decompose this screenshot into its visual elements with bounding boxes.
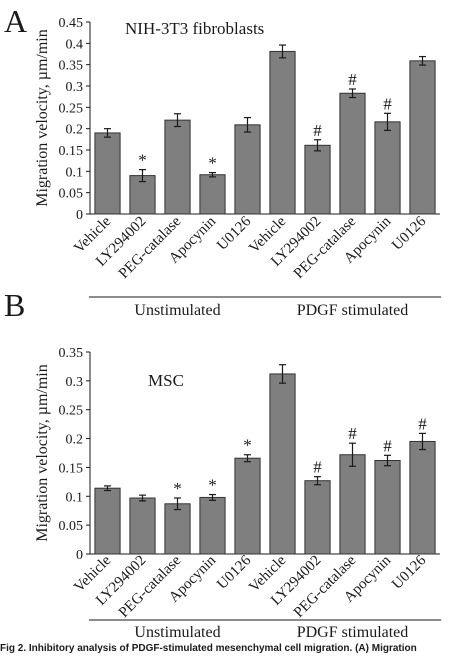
bar — [374, 460, 401, 555]
y-tick-label: 0.35 — [59, 59, 84, 74]
bar — [409, 440, 436, 555]
bar — [374, 121, 401, 215]
panel-b: B MSC Migration velocity, µm/min 0 0.05 0.1 0.… — [4, 287, 442, 641]
significance-hash: # — [418, 414, 427, 433]
panel-a: A NIH-3T3 fibroblasts Migration velocity, … — [4, 3, 442, 319]
group-label: Unstimulated — [134, 624, 220, 641]
y-tick-label: 0.1 — [66, 490, 84, 505]
group-label: PDGF stimulated — [297, 624, 409, 641]
y-tick-label: 0.25 — [59, 404, 84, 419]
bar — [164, 119, 191, 215]
y-tick-label: 0.05 — [59, 187, 84, 202]
bar — [164, 503, 191, 555]
bar — [94, 487, 121, 555]
significance-hash: # — [348, 70, 357, 89]
y-axis-label: Migration velocity, µm/min — [34, 29, 51, 207]
y-tick-label: 0.3 — [66, 375, 84, 390]
y-tick-label: 0 — [76, 548, 83, 563]
bar — [304, 480, 331, 555]
bar — [409, 60, 436, 215]
bar — [94, 132, 121, 215]
bar — [234, 457, 261, 555]
bar — [199, 496, 226, 555]
significance-hash: # — [383, 436, 392, 455]
bar — [129, 497, 156, 555]
chart-title: MSC — [148, 371, 184, 390]
significance-asterisk: * — [243, 436, 252, 455]
x-tick-label: U0126 — [389, 213, 430, 254]
bar — [269, 373, 296, 555]
y-tick-label: 0.2 — [66, 123, 84, 138]
significance-asterisk: * — [208, 154, 217, 173]
y-tick-label: 0.1 — [66, 165, 84, 180]
bar — [199, 174, 226, 215]
y-axis-label: Migration velocity, µm/min — [34, 364, 51, 542]
significance-hash: # — [383, 94, 392, 113]
bar — [269, 50, 296, 215]
y-tick-label: 0.25 — [59, 101, 84, 116]
y-tick-label: 0 — [76, 208, 83, 223]
y-tick-label: 0.45 — [59, 16, 84, 31]
y-tick-label: 0.4 — [66, 37, 84, 52]
chart-title: NIH-3T3 fibroblasts — [125, 19, 264, 38]
significance-asterisk: * — [208, 476, 217, 495]
panel-label: A — [4, 3, 27, 39]
y-tick-label: 0.15 — [59, 461, 84, 476]
y-tick-label: 0.2 — [66, 433, 84, 448]
x-tick-label: U0126 — [389, 552, 430, 593]
bar — [234, 124, 261, 215]
group-label: PDGF stimulated — [297, 302, 409, 319]
figure-caption: Fig 2. Inhibitory analysis of PDGF-stimu… — [0, 643, 417, 654]
bar — [339, 92, 366, 215]
significance-hash: # — [313, 121, 322, 140]
y-tick-label: 0.3 — [66, 80, 84, 95]
significance-asterisk: * — [138, 151, 147, 170]
y-tick-label: 0.05 — [59, 519, 84, 534]
bar — [339, 454, 366, 555]
y-tick-label: 0.35 — [59, 346, 84, 361]
significance-asterisk: * — [173, 479, 182, 498]
group-label: Unstimulated — [134, 302, 220, 319]
bar — [304, 144, 331, 215]
significance-hash: # — [348, 424, 357, 443]
panel-label: B — [4, 287, 25, 323]
significance-hash: # — [313, 458, 322, 477]
y-tick-label: 0.15 — [59, 144, 84, 159]
